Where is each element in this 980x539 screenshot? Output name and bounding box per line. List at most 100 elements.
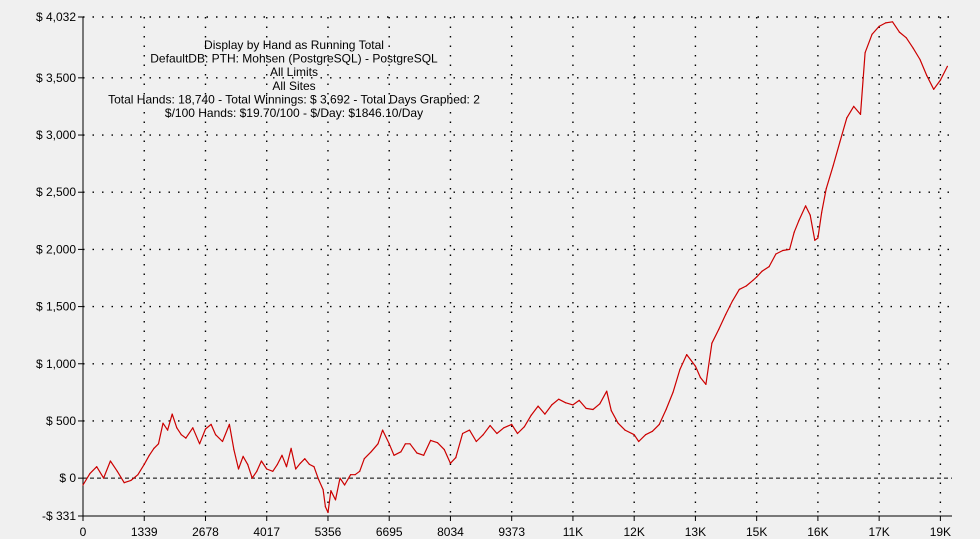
data-point [153, 447, 155, 449]
data-point [317, 478, 320, 480]
data-point [699, 376, 702, 379]
info-line-5: Total Hands: 18,740 - Total Winnings: $ … [108, 92, 480, 106]
data-point [272, 470, 274, 472]
data-point [266, 468, 268, 470]
data-point [237, 468, 240, 470]
data-point [116, 470, 118, 472]
x-tick-label: 19K [930, 525, 951, 539]
data-point [572, 404, 574, 406]
data-point [564, 402, 567, 404]
y-tick-label: $ 1,000 [36, 357, 76, 371]
data-point [551, 404, 553, 406]
data-point [821, 212, 823, 214]
x-tick-label: 17K [868, 525, 889, 539]
x-axis-ticks: 0 1339 2678 4017 5356 6695 8034 9373 11K 12K 13K 15… [80, 516, 951, 539]
data-point [299, 462, 301, 464]
data-point [638, 440, 640, 443]
data-point [344, 484, 346, 486]
data-point [157, 443, 160, 445]
data-point [782, 249, 784, 252]
data-point [393, 454, 395, 456]
data-point [694, 365, 697, 367]
data-point [290, 447, 292, 449]
data-point [322, 489, 324, 491]
data-point [523, 426, 526, 428]
data-point [898, 31, 901, 33]
y-tick-label: -$ 331 [42, 509, 76, 523]
data-point [511, 423, 513, 425]
x-tick-label: 0 [80, 525, 87, 539]
data-point [537, 405, 539, 407]
data-point [359, 470, 361, 472]
data-point [752, 279, 754, 281]
x-tick-label: 9373 [498, 525, 525, 539]
data-point [711, 342, 713, 344]
data-point [489, 424, 491, 427]
data-point [817, 237, 819, 239]
data-point [162, 422, 164, 424]
data-point [256, 470, 258, 472]
data-point [468, 429, 471, 431]
x-tick-label: 13K [685, 525, 706, 539]
data-point [430, 439, 432, 441]
data-point [251, 477, 253, 479]
data-point [210, 423, 212, 425]
data-point [516, 432, 519, 435]
data-point [839, 141, 841, 143]
data-point [228, 423, 230, 425]
data-point [449, 462, 451, 464]
series [82, 21, 949, 514]
data-point [404, 443, 406, 445]
data-point [905, 37, 907, 39]
y-tick-label: $ 3,000 [36, 128, 76, 142]
data-point [148, 454, 150, 456]
data-point [475, 440, 477, 443]
data-point [756, 276, 758, 278]
data-point [339, 477, 341, 479]
data-point [679, 368, 681, 371]
data-point [919, 58, 921, 61]
data-point [363, 458, 365, 460]
y-tick-label: $ 4,032 [36, 10, 76, 24]
data-point [891, 21, 894, 23]
data-point [242, 455, 244, 457]
info-line-3: All Limits [270, 65, 318, 79]
data-point [651, 430, 654, 432]
y-tick-label: $ 2,000 [36, 242, 76, 256]
data-point [96, 466, 98, 468]
data-point [416, 452, 418, 454]
info-line-4: All Sites [272, 79, 315, 93]
data-point [624, 429, 626, 431]
data-point [705, 383, 707, 385]
data-point [665, 408, 667, 411]
data-point [585, 407, 587, 409]
data-point [334, 499, 337, 501]
data-point [775, 253, 777, 255]
data-point [871, 33, 873, 36]
data-point [89, 473, 91, 475]
data-point [130, 479, 132, 481]
data-point [718, 328, 720, 331]
x-tick-label: 16K [807, 525, 828, 539]
data-point [400, 451, 402, 453]
x-tick-label: 15K [746, 525, 767, 539]
data-point [276, 463, 278, 465]
data-point [805, 205, 807, 207]
data-point [324, 506, 326, 508]
data-point [482, 434, 484, 436]
data-point [825, 188, 827, 190]
info-line-6: $/100 Hands: $19.70/100 - $/Day: $1846.1… [165, 106, 423, 120]
data-point [350, 474, 352, 476]
data-point [82, 484, 84, 486]
data-point [313, 466, 315, 468]
data-point [199, 443, 201, 445]
data-point [109, 460, 111, 462]
data-point [409, 443, 411, 445]
data-point [814, 239, 816, 241]
data-point [939, 79, 942, 81]
data-point [798, 220, 800, 222]
data-point [606, 390, 608, 392]
axes [82, 17, 952, 517]
